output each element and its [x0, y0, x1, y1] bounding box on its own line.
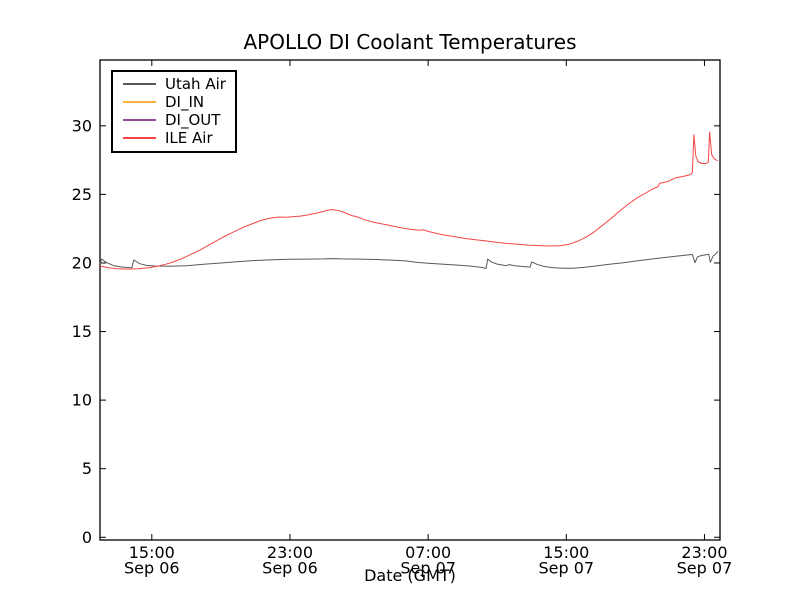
x-tick-label: 15:00 Sep 06: [124, 543, 180, 578]
legend-line-swatch: [123, 101, 156, 103]
legend-line-swatch: [123, 83, 156, 85]
y-tick-label: 10: [72, 391, 92, 410]
x-tick-label: 07:00 Sep 07: [400, 543, 456, 578]
legend: Utah Air DI_IN DI_OUT ILE Air: [111, 70, 237, 153]
y-tick-label: 5: [82, 459, 92, 478]
y-tick-label: 0: [82, 528, 92, 547]
legend-item: DI_OUT: [113, 111, 235, 129]
legend-line-swatch: [123, 137, 156, 139]
plot-spines: [99, 59, 721, 541]
x-tick-label: 23:00 Sep 06: [262, 543, 318, 578]
y-tick-label: 25: [72, 185, 92, 204]
y-tick-label: 15: [72, 322, 92, 341]
legend-label: DI_IN: [165, 93, 205, 111]
legend-line-swatch: [123, 119, 156, 121]
legend-label: DI_OUT: [165, 111, 221, 129]
y-tick-label: 20: [72, 253, 92, 272]
legend-label: ILE Air: [165, 129, 213, 147]
y-tick-label: 30: [72, 116, 92, 135]
legend-item: Utah Air: [113, 75, 235, 93]
series-line-utah-air: [99, 251, 719, 269]
x-tick-label: 15:00 Sep 07: [538, 543, 594, 578]
series-line-ile-air: [99, 131, 719, 270]
x-tick-label: 23:00 Sep 07: [677, 543, 733, 578]
chart-title: APOLLO DI Coolant Temperatures: [243, 30, 577, 54]
legend-item: DI_IN: [113, 93, 235, 111]
legend-label: Utah Air: [165, 75, 226, 93]
x-axis-label: Date (GMT): [364, 566, 456, 585]
legend-item: ILE Air: [113, 129, 235, 147]
